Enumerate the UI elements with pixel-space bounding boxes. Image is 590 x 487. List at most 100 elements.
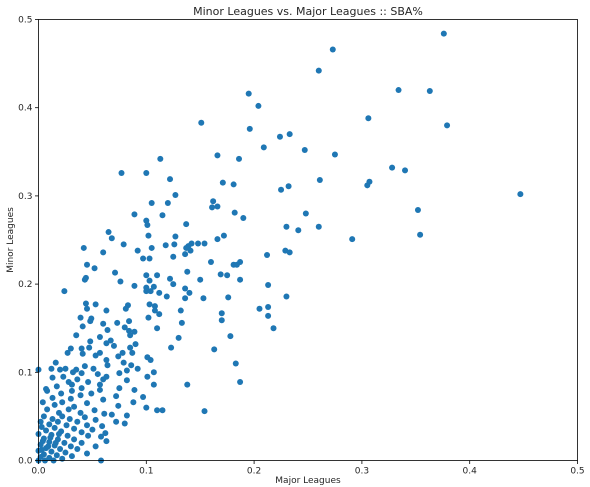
data-point	[57, 366, 64, 373]
x-axis-label: Major Leagues	[275, 476, 341, 486]
data-point	[54, 418, 61, 425]
data-point	[44, 387, 51, 394]
data-point	[103, 340, 110, 347]
y-tick-label: 0.2	[18, 280, 32, 290]
plot-frame	[38, 19, 578, 461]
data-point	[91, 407, 98, 414]
data-point	[211, 346, 218, 353]
data-point	[146, 301, 153, 308]
data-point	[182, 251, 189, 258]
data-point	[315, 223, 322, 230]
data-point	[103, 438, 110, 445]
data-point	[49, 416, 56, 423]
data-point	[365, 115, 372, 122]
data-point	[134, 365, 141, 372]
data-point	[62, 365, 69, 372]
data-point	[96, 386, 103, 393]
data-point	[151, 303, 158, 310]
data-point	[104, 326, 111, 333]
data-point	[265, 304, 272, 311]
data-point	[81, 363, 88, 370]
data-point	[283, 293, 290, 300]
data-point	[175, 334, 182, 341]
data-point	[78, 385, 85, 392]
data-point	[147, 356, 154, 363]
data-point	[38, 423, 45, 430]
data-point	[198, 119, 205, 126]
data-point	[270, 325, 277, 332]
data-point	[150, 369, 157, 376]
data-point	[140, 393, 147, 400]
data-point	[78, 439, 85, 446]
data-point	[118, 169, 125, 176]
data-point	[96, 349, 103, 356]
data-point	[219, 179, 226, 186]
data-point	[60, 373, 67, 380]
data-point	[67, 345, 74, 352]
x-tick-label: 0.2	[247, 467, 261, 477]
data-point	[51, 424, 58, 431]
data-point	[57, 446, 64, 453]
data-point	[87, 338, 94, 345]
data-point	[71, 436, 78, 443]
data-point	[389, 164, 396, 171]
data-point	[187, 247, 194, 254]
data-point	[104, 362, 111, 369]
data-point	[100, 396, 107, 403]
data-point	[150, 381, 157, 388]
data-point	[77, 314, 84, 321]
data-point	[240, 214, 247, 221]
data-point	[315, 67, 322, 74]
data-point	[151, 307, 158, 314]
data-point	[59, 413, 66, 420]
data-point	[68, 453, 75, 460]
data-point	[100, 320, 107, 327]
data-point	[210, 198, 217, 205]
data-point	[154, 325, 161, 332]
data-point	[100, 376, 107, 383]
data-point	[103, 356, 110, 363]
data-point	[159, 407, 166, 414]
data-point	[84, 422, 91, 429]
data-point	[295, 227, 302, 234]
data-point	[77, 392, 84, 399]
data-point	[112, 269, 119, 276]
data-point	[78, 429, 85, 436]
data-point	[140, 255, 147, 262]
data-point	[89, 426, 96, 433]
data-point	[364, 182, 371, 189]
data-point	[53, 452, 60, 459]
data-point	[101, 410, 108, 417]
data-point	[302, 210, 309, 217]
data-point	[255, 102, 262, 109]
data-point	[227, 333, 234, 340]
data-point	[84, 450, 91, 457]
data-point	[426, 87, 433, 94]
data-point	[52, 439, 59, 446]
data-point	[127, 332, 134, 339]
data-point	[66, 416, 73, 423]
data-point	[74, 376, 81, 383]
data-point	[164, 199, 171, 206]
data-point	[148, 199, 155, 206]
data-point	[90, 365, 97, 372]
data-point	[123, 367, 130, 374]
data-point	[115, 402, 122, 409]
data-point	[143, 404, 150, 411]
data-point	[218, 317, 225, 324]
data-point	[230, 181, 237, 188]
data-point	[128, 362, 135, 369]
data-point	[156, 311, 163, 318]
data-point	[64, 349, 71, 356]
data-point	[218, 310, 225, 317]
data-point	[131, 386, 138, 393]
data-point	[119, 349, 126, 356]
data-point	[58, 390, 65, 397]
data-point	[143, 169, 150, 176]
data-point	[146, 255, 153, 262]
data-point	[214, 203, 221, 210]
data-point	[114, 319, 121, 326]
data-point	[329, 46, 336, 53]
data-point	[167, 275, 174, 282]
data-point	[186, 289, 193, 296]
